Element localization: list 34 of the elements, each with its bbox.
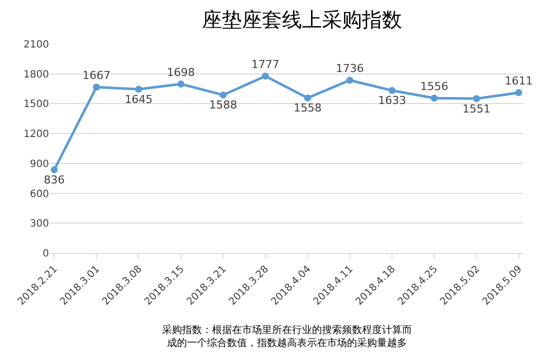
chart-title: 座垫座套线上采购指数 (202, 7, 402, 32)
point (346, 76, 354, 84)
y-tick-label: 1800 (24, 69, 49, 80)
point (304, 94, 312, 102)
y-tick-label: 300 (30, 218, 49, 230)
point (177, 80, 184, 88)
point (473, 95, 480, 102)
y-tick-label: 900 (30, 158, 49, 170)
data-label: 1645 (124, 92, 153, 106)
point (262, 72, 269, 80)
data-label: 1633 (378, 94, 406, 108)
point (135, 86, 142, 93)
data-label: 1698 (166, 66, 195, 79)
point (388, 86, 396, 94)
point (515, 89, 522, 96)
point (220, 91, 227, 98)
y-tick-label: 1500 (24, 99, 49, 110)
data-label: 1558 (294, 102, 322, 115)
point (430, 94, 438, 102)
data-label: 1556 (420, 80, 448, 94)
point (92, 84, 100, 91)
data-label: 1611 (504, 74, 533, 88)
y-tick-label: 0 (42, 248, 49, 260)
data-label: 1667 (82, 68, 110, 82)
data-label: 1588 (209, 98, 238, 112)
data-label: 1777 (251, 58, 280, 72)
data-label: 1551 (462, 102, 491, 116)
data-label: 1736 (336, 62, 364, 76)
point (50, 166, 58, 174)
y-tick-label: 1200 (24, 129, 49, 140)
y-tick-label: 2100 (24, 40, 49, 50)
text: 采购指数：根据在市场里所在行业的搜索频数程度计算而成的一个综合数值，指数越高表示在市场的采购量越多 (162, 324, 412, 349)
y-tick-label: 600 (30, 188, 49, 200)
data-label: 836 (44, 173, 65, 186)
